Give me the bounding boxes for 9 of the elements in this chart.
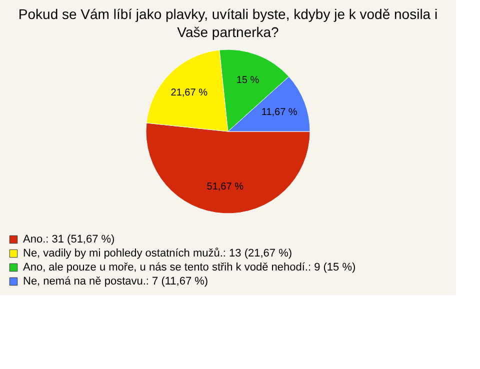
chart-title: Pokud se Vám líbí jako plavky, uvítali byste, kdyby je k vodě nosila i Vaše partnerka? bbox=[18, 6, 438, 40]
legend-label: Ano, ale pouze u moře, u nás se tento střih k vodě nehodí.: 9 (15 %) bbox=[23, 262, 356, 274]
data-label: 51,67 % bbox=[206, 181, 244, 192]
legend-label: Ne, vadily by mi pohledy ostatních mužů.: 13 (21,67 %) bbox=[23, 248, 292, 260]
legend-label: Ano.: 31 (51,67 %) bbox=[23, 234, 115, 246]
data-label: 11,67 % bbox=[261, 106, 298, 118]
data-label: 15 % bbox=[236, 75, 260, 86]
data-label: 21,67 % bbox=[170, 88, 208, 99]
legend-label: Ne, nemá na ně postavu.: 7 (11,67 %) bbox=[23, 276, 208, 288]
